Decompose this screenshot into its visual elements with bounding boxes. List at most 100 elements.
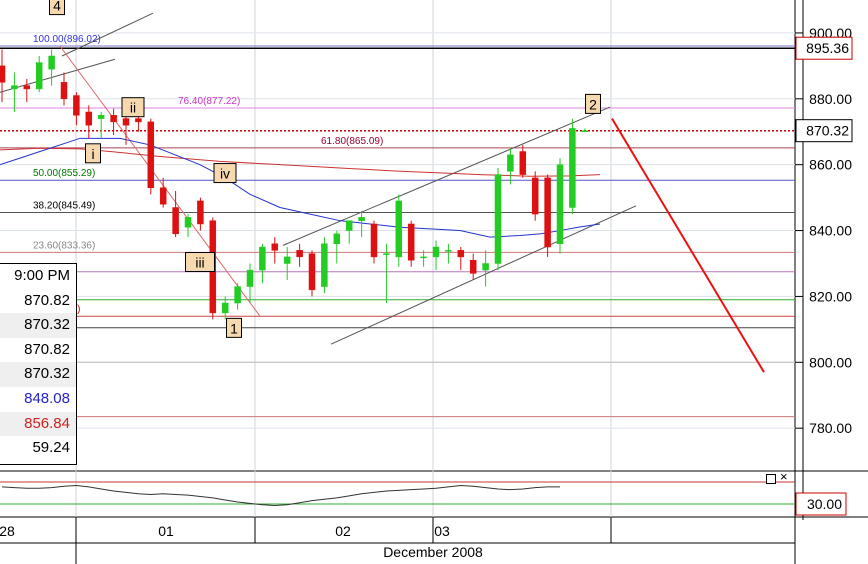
- candle-body: [494, 174, 502, 264]
- candle-body: [0, 65, 6, 83]
- wave-label-box: [585, 93, 601, 114]
- x-tick-03: 03: [434, 523, 450, 539]
- info-open: 870.82: [24, 291, 70, 309]
- wave-label: 2: [589, 96, 597, 112]
- y-tick-label: 800.00: [809, 354, 852, 370]
- x-tick-01: 01: [158, 523, 174, 539]
- oscillator-line: [1, 485, 560, 506]
- candle-body: [519, 151, 527, 175]
- candle-body: [507, 154, 514, 172]
- fib-label: 38.20(845.49): [33, 200, 95, 211]
- candle-body: [457, 250, 465, 258]
- candle-body: [135, 118, 142, 123]
- y-tick-label: 820.00: [809, 288, 852, 304]
- wave-line: [59, 45, 261, 317]
- wave-label: 4: [53, 0, 61, 14]
- candle-body: [184, 217, 192, 228]
- wave-label-box: [226, 317, 242, 338]
- fib-label: 61.80(865.09): [321, 136, 383, 147]
- last-price-tag-label: 895.36: [806, 40, 849, 56]
- y-tick-label: 860.00: [809, 157, 852, 173]
- candle-body: [358, 217, 365, 221]
- candle-body: [172, 207, 179, 235]
- candle-body: [445, 250, 452, 252]
- ma-blue-line: [0, 137, 601, 238]
- candle-body: [370, 223, 378, 258]
- candle-body: [122, 118, 130, 126]
- candle-body: [308, 253, 316, 291]
- candle-body: [221, 302, 229, 314]
- channel-upper-line: [282, 106, 611, 246]
- info-ma-blue: 848.08: [24, 389, 70, 407]
- last-price-tag: [795, 36, 853, 60]
- candle-body: [11, 85, 18, 90]
- candle-body: [259, 246, 266, 271]
- wave-label-box: [49, 0, 65, 16]
- trend-line-left: [0, 58, 116, 93]
- channel-lower-line: [330, 205, 637, 345]
- wave-label-box: [85, 143, 101, 164]
- candle-body: [23, 85, 31, 90]
- candle-body: [482, 263, 489, 271]
- fib-label: 23.60(833.36): [33, 240, 95, 251]
- candle-body: [97, 115, 105, 119]
- candle-body: [333, 233, 341, 244]
- wave-label: iii: [195, 254, 204, 270]
- x-axis-month-label: December 2008: [383, 544, 483, 560]
- wave-label: ii: [130, 100, 136, 116]
- wave-label-box: [121, 97, 145, 118]
- data-window-panel: 9:00 PM 870.82 870.32 870.82 870.32 848.…: [0, 263, 77, 465]
- candle-body: [271, 243, 279, 251]
- candle-body: [531, 177, 539, 215]
- info-ma-red: 856.84: [0, 411, 76, 437]
- trend-line-left-upper: [61, 12, 154, 57]
- fib-label: 76.40(877.22): [178, 96, 240, 107]
- oscillator-tag: [795, 492, 847, 516]
- candle-body: [48, 55, 55, 70]
- candle-body: [395, 200, 403, 258]
- candle-body: [544, 177, 551, 248]
- x-tick-28: 28: [0, 523, 15, 539]
- fib-label: 50.00(855.29): [33, 168, 95, 179]
- x-tick-02: 02: [335, 523, 351, 539]
- candle-body: [581, 130, 589, 132]
- wave-label: iv: [220, 166, 230, 182]
- wave-label: 1: [230, 320, 238, 336]
- info-close: 870.32: [0, 362, 76, 387]
- wave-label-box: [213, 163, 237, 184]
- current-price-tag: [795, 119, 853, 143]
- close-x-icon[interactable]: ×: [780, 469, 788, 484]
- candle-body: [321, 243, 328, 287]
- candle-body: [556, 164, 564, 244]
- candle-body: [60, 82, 68, 100]
- y-tick-label: 880.00: [809, 91, 852, 107]
- candle-body: [407, 223, 415, 261]
- candle-body: [110, 115, 117, 123]
- info-oscillator: 59.24: [32, 439, 70, 457]
- candle-body: [159, 187, 167, 205]
- candle-body: [569, 128, 576, 208]
- wave-label: i: [91, 146, 94, 162]
- current-price-tag-label: 870.32: [806, 123, 849, 139]
- candle-body: [246, 269, 254, 287]
- y-tick-label: 780.00: [809, 420, 852, 436]
- candle-body: [283, 256, 291, 264]
- info-time: 9:00 PM: [14, 267, 70, 284]
- fib-label: 100.00(896.02): [33, 34, 101, 45]
- candle-body: [234, 286, 241, 304]
- candle-body: [420, 256, 427, 259]
- candle-body: [296, 250, 303, 258]
- maximize-box-icon[interactable]: [766, 474, 776, 484]
- candle-body: [345, 220, 353, 231]
- candle-body: [197, 200, 204, 225]
- oscillator-tag-label: 30.00: [807, 496, 842, 512]
- candle-body: [35, 62, 43, 90]
- candle-body: [432, 246, 440, 258]
- info-high: 870.32: [0, 313, 76, 338]
- candle-body: [469, 259, 477, 274]
- candle-body: [73, 95, 80, 116]
- y-tick-label: 840.00: [809, 223, 852, 239]
- candle-body: [383, 253, 390, 255]
